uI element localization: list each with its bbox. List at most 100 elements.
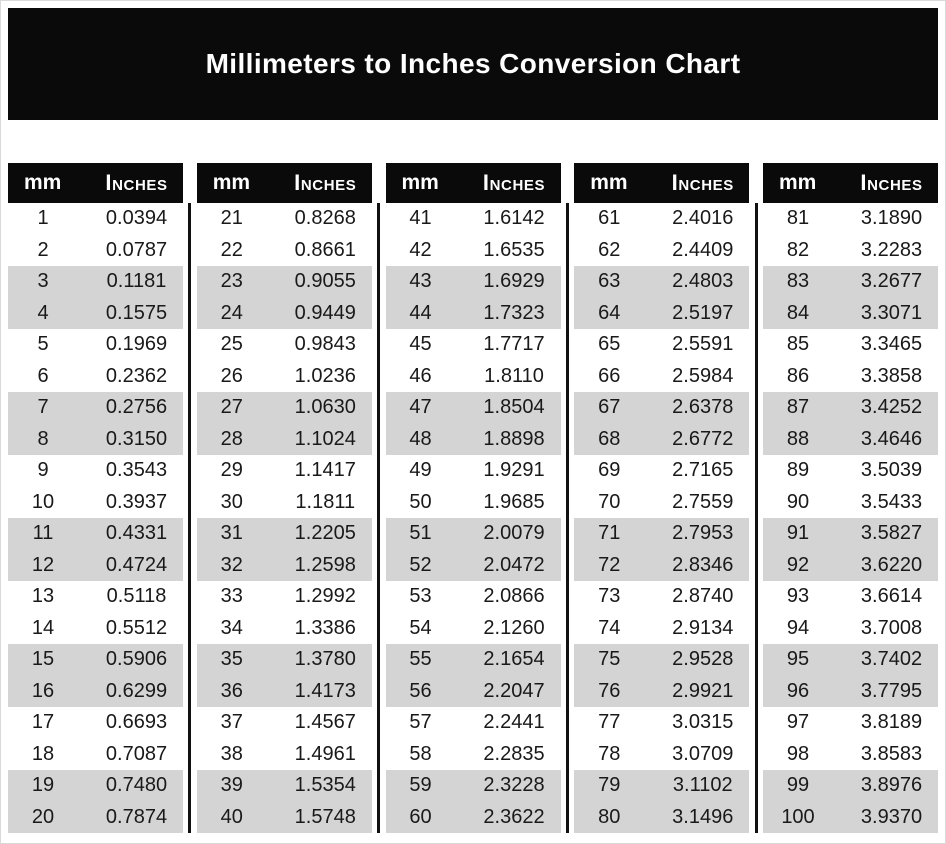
inches-value: 0.4331 [105, 522, 168, 545]
inches-value: 2.7953 [672, 522, 734, 545]
mm-value: 92 [786, 553, 810, 576]
table-row: 40 1.5748 [196, 801, 372, 833]
inches-value: 1.4567 [294, 711, 356, 734]
inches-value: 1.3780 [294, 648, 356, 671]
inches-value: 1.7717 [483, 333, 545, 356]
table-row: 79 3.1102 [574, 770, 750, 802]
table-row: 45 1.7717 [386, 329, 561, 361]
table-row: 10 0.3937 [8, 487, 183, 519]
mm-value: 16 [31, 679, 55, 702]
inches-value: 0.3150 [105, 427, 168, 450]
table-row: 42 1.6535 [386, 235, 561, 267]
inches-value: 3.8189 [860, 711, 923, 734]
inches-value: 3.8976 [860, 774, 923, 797]
mm-value: 90 [786, 490, 810, 513]
table-row: 89 3.5039 [763, 455, 938, 487]
mm-value: 66 [598, 364, 621, 387]
table-row: 54 2.1260 [386, 613, 561, 645]
table-row: 60 2.3622 [385, 801, 561, 833]
table-row: 73 2.8740 [574, 581, 749, 613]
inches-value: 2.0079 [483, 522, 545, 545]
mm-value: 45 [409, 333, 432, 356]
inches-value: 3.9370 [860, 805, 923, 828]
table-row: 61 2.4016 [574, 203, 749, 235]
mm-value: 68 [598, 427, 621, 450]
inches-value: 2.8346 [672, 553, 734, 576]
inches-value: 1.3386 [294, 616, 356, 639]
table-row: 26 1.0236 [197, 361, 372, 393]
table-row: 38 1.4961 [197, 739, 372, 771]
table-row: 28 1.1024 [196, 423, 372, 455]
inches-value: 0.7874 [105, 805, 168, 828]
table-row: 83 3.2677 [763, 266, 938, 298]
inches-value: 3.5039 [860, 459, 923, 482]
mm-value: 56 [409, 679, 432, 702]
inches-value: 0.7087 [105, 742, 168, 765]
mm-value: 1 [37, 207, 49, 230]
inches-value: 2.5197 [672, 301, 734, 324]
table-row: 24 0.9449 [196, 297, 372, 329]
table-row: 44 1.7323 [385, 297, 561, 329]
mm-value: 62 [598, 238, 621, 261]
inches-value: 3.8583 [860, 742, 923, 765]
table-row: 25 0.9843 [197, 329, 372, 361]
inches-value: 0.9055 [294, 270, 356, 293]
mm-value: 96 [786, 679, 810, 702]
mm-value: 61 [598, 207, 621, 230]
inches-value: 2.4016 [672, 207, 734, 230]
table-row: 92 3.6220 [763, 549, 938, 581]
inches-value: 2.6772 [672, 427, 734, 450]
table-row: 49 1.9291 [386, 455, 561, 487]
table-row: 96 3.7795 [763, 675, 938, 707]
inches-value: 2.4409 [672, 238, 734, 261]
inches-value: 2.5591 [672, 333, 734, 356]
table-row: 36 1.4173 [196, 675, 372, 707]
inches-value: 3.6614 [860, 585, 923, 608]
inches-column-header: Inches [671, 170, 734, 195]
mm-value: 52 [409, 553, 432, 576]
inches-value: 1.8898 [483, 427, 545, 450]
mm-value: 54 [409, 616, 432, 639]
inches-value: 1.0630 [294, 396, 356, 419]
table-row: 12 0.4724 [8, 549, 183, 581]
table-row: 82 3.2283 [763, 235, 938, 267]
table-row: 1 0.0394 [8, 203, 183, 235]
inches-value: 2.0866 [483, 585, 545, 608]
inches-value: 2.9134 [672, 616, 734, 639]
conversion-table-1-20: mm Inches 1 0.0394 2 0.0787 3 0.1181 4 0.1575 5 0.1… [8, 163, 183, 833]
mm-value: 24 [220, 301, 243, 324]
table-row: 46 1.8110 [386, 361, 561, 393]
inches-column-header: Inches [294, 170, 357, 195]
table-row: 9 0.3543 [8, 455, 183, 487]
mm-value: 74 [598, 616, 621, 639]
inches-column-header: Inches [482, 170, 546, 195]
inches-value: 0.6693 [105, 711, 168, 734]
mm-value: 82 [786, 238, 810, 261]
table-row: 69 2.7165 [574, 455, 749, 487]
mm-value: 91 [786, 522, 810, 545]
table-header: mm Inches [8, 163, 183, 203]
mm-value: 57 [409, 711, 432, 734]
mm-value: 7 [37, 396, 49, 419]
inches-value: 0.2362 [105, 364, 168, 387]
mm-value: 18 [31, 742, 55, 765]
mm-value: 77 [598, 711, 621, 734]
table-row: 48 1.8898 [385, 423, 561, 455]
mm-value: 31 [220, 522, 243, 545]
table-row: 21 0.8268 [197, 203, 372, 235]
page-title: Millimeters to Inches Conversion Chart [205, 48, 741, 79]
table-row: 76 2.9921 [574, 675, 750, 707]
inches-value: 2.8740 [672, 585, 734, 608]
inches-value: 3.2677 [860, 270, 923, 293]
table-row: 47 1.8504 [385, 392, 561, 424]
table-row: 30 1.1811 [197, 487, 372, 519]
mm-value: 97 [786, 711, 810, 734]
mm-value: 20 [31, 805, 55, 828]
table-divider [754, 203, 758, 833]
table-row: 95 3.7402 [763, 644, 938, 676]
mm-value: 34 [220, 616, 243, 639]
mm-value: 27 [220, 396, 243, 419]
table-header: mm Inches [574, 163, 750, 203]
table-divider [188, 203, 192, 833]
table-row: 2 0.0787 [8, 235, 183, 267]
